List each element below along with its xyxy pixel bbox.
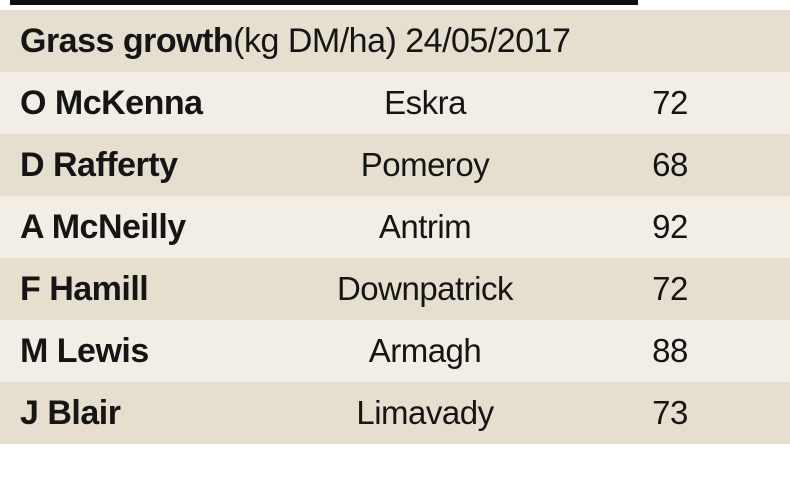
top-rule-divider xyxy=(10,0,638,5)
table-title: Grass growth xyxy=(20,21,234,60)
growth-value-cell: 68 xyxy=(652,146,688,183)
table-row: F Hamill Downpatrick 72 xyxy=(0,258,790,320)
growth-value-cell: 72 xyxy=(652,270,688,307)
table-title-unit-date: (kg DM/ha) 24/05/2017 xyxy=(233,21,571,60)
growth-value-cell: 92 xyxy=(652,208,688,245)
location-cell: Eskra xyxy=(384,84,466,121)
location-cell: Armagh xyxy=(368,332,482,369)
table-row: O McKenna Eskra 72 xyxy=(0,72,790,134)
growth-value-cell: 88 xyxy=(652,332,688,369)
table-row: D Rafferty Pomeroy 68 xyxy=(0,134,790,196)
farmer-name-cell: J Blair xyxy=(20,393,121,432)
farmer-name-cell: D Rafferty xyxy=(20,145,178,184)
location-cell: Antrim xyxy=(378,208,472,245)
farmer-name-cell: F Hamill xyxy=(20,269,149,308)
location-cell: Pomeroy xyxy=(360,146,490,183)
farmer-name-cell: O McKenna xyxy=(20,83,203,122)
location-cell: Downpatrick xyxy=(336,270,514,307)
growth-value-cell: 72 xyxy=(652,84,688,121)
location-cell: Limavady xyxy=(356,394,494,431)
farmer-name-cell: A McNeilly xyxy=(20,207,186,246)
growth-value-cell: 73 xyxy=(652,394,688,431)
table-row: A McNeilly Antrim 92 xyxy=(0,196,790,258)
table-row: J Blair Limavady 73 xyxy=(0,382,790,444)
table-row: M Lewis Armagh 88 xyxy=(0,320,790,382)
table-body: O McKenna Eskra 72 D Rafferty Pomeroy 68 A McN… xyxy=(0,72,790,444)
farmer-name-cell: M Lewis xyxy=(20,331,149,370)
table-title-row: Grass growth (kg DM/ha) 24/05/2017 xyxy=(0,10,790,72)
grass-growth-table: Grass growth (kg DM/ha) 24/05/2017 O McK… xyxy=(0,10,790,444)
